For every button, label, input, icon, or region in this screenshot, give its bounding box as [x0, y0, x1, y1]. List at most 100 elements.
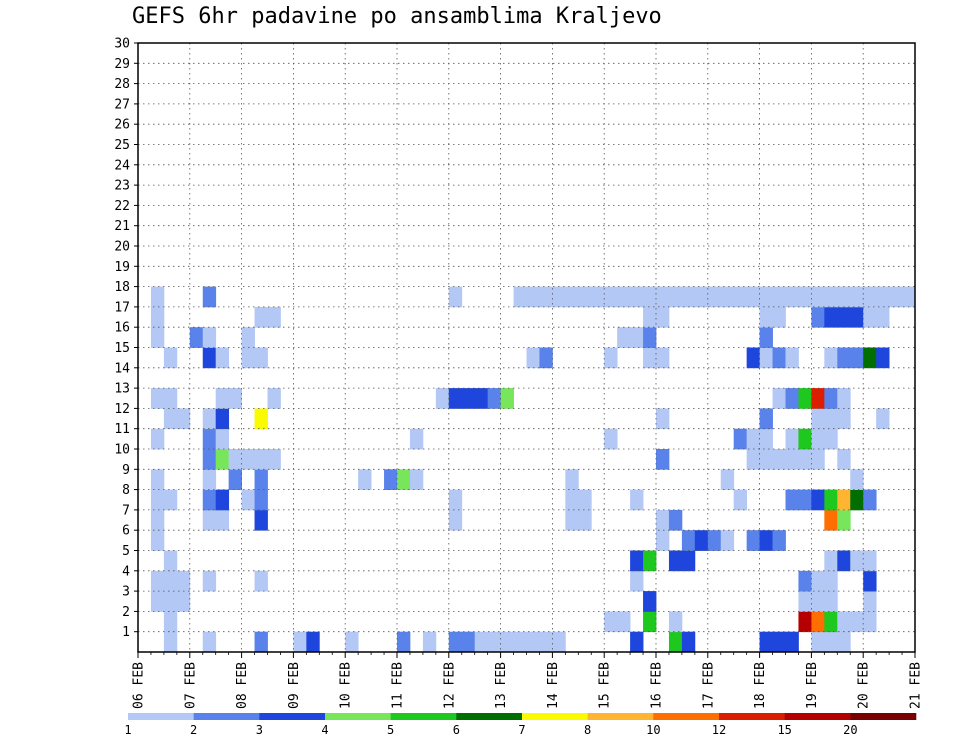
heatmap-cell — [837, 388, 851, 409]
heatmap-cell — [409, 469, 424, 490]
heatmap-cell — [720, 469, 735, 490]
heatmap-cell — [202, 570, 217, 592]
colorbar-label: 10 — [646, 723, 660, 737]
heatmap-cell — [150, 428, 165, 450]
y-tick-label: 2 — [122, 605, 130, 620]
heatmap-cell — [163, 408, 178, 430]
x-tick-label: 06 FEB — [132, 662, 147, 709]
heatmap-cell — [656, 347, 670, 369]
heatmap-cell — [202, 327, 217, 348]
heatmap-cell — [811, 286, 825, 308]
heatmap-cell — [772, 388, 786, 409]
heatmap-cell — [539, 631, 553, 653]
heatmap-cell — [487, 631, 501, 653]
y-tick-label: 6 — [122, 524, 130, 539]
heatmap-cell — [345, 631, 359, 653]
heatmap-cell — [565, 469, 579, 490]
heatmap-cell — [824, 489, 838, 511]
heatmap-cell — [863, 347, 877, 369]
colorbar-segment — [390, 713, 457, 720]
heatmap-cell — [850, 286, 864, 308]
heatmap-cell — [293, 631, 307, 653]
x-tick-label: 07 FEB — [183, 662, 198, 709]
y-tick-label: 9 — [122, 463, 130, 478]
heatmap-cell — [254, 469, 268, 490]
heatmap-cell — [591, 286, 605, 308]
heatmap-cell — [811, 631, 825, 653]
heatmap-cell — [500, 631, 514, 653]
heatmap-cell — [163, 570, 178, 592]
x-tick-label: 17 FEB — [701, 662, 716, 709]
heatmap-cell — [837, 509, 851, 531]
heatmap-cell — [746, 428, 760, 450]
heatmap-cell — [759, 408, 773, 430]
heatmap-cell — [863, 489, 877, 511]
colorbar-label: 15 — [777, 723, 791, 737]
heatmap-cell — [785, 489, 799, 511]
heatmap-cell — [267, 449, 281, 470]
heatmap-cell — [668, 286, 683, 308]
heatmap-cell — [850, 550, 864, 572]
heatmap-cell — [409, 428, 424, 450]
heatmap-cell — [876, 286, 890, 308]
heatmap-cell — [837, 449, 851, 470]
x-tick-label: 14 FEB — [546, 662, 561, 709]
y-tick-label: 7 — [122, 503, 130, 518]
heatmap-cell — [824, 388, 838, 409]
heatmap-cell — [824, 570, 838, 592]
heatmap-cell — [526, 286, 540, 308]
y-tick-label: 5 — [122, 544, 130, 559]
heatmap-cell — [241, 327, 255, 348]
heatmap-cell — [643, 306, 657, 328]
heatmap-cell — [876, 408, 890, 430]
y-tick-label: 27 — [114, 97, 130, 112]
y-tick-label: 17 — [114, 300, 130, 315]
heatmap-cell — [889, 286, 903, 308]
heatmap-cell — [707, 286, 722, 308]
heatmap-cell — [306, 631, 320, 653]
heatmap-cell — [746, 530, 760, 551]
heatmap-cell — [668, 509, 683, 531]
heatmap-cell — [824, 347, 838, 369]
colorbar-segment — [850, 713, 917, 720]
heatmap-cell — [526, 347, 540, 369]
heatmap-cell — [772, 347, 786, 369]
heatmap-cell — [772, 286, 786, 308]
heatmap-cell — [552, 286, 566, 308]
heatmap-cell — [837, 489, 851, 511]
heatmap-cell — [824, 611, 838, 633]
heatmap-cell — [681, 286, 696, 308]
heatmap-cell — [656, 408, 670, 430]
heatmap-cell — [746, 449, 760, 470]
y-tick-label: 13 — [114, 382, 130, 397]
x-tick-label: 19 FEB — [805, 662, 820, 709]
heatmap-cell — [150, 570, 165, 592]
heatmap-cell — [397, 469, 411, 490]
heatmap-cell — [746, 347, 760, 369]
colorbar-label: 12 — [712, 723, 726, 737]
heatmap-cell — [267, 388, 281, 409]
y-tick-label: 22 — [114, 199, 130, 214]
heatmap-cell — [254, 306, 268, 328]
heatmap-cell — [150, 469, 165, 490]
heatmap-cell — [850, 306, 864, 328]
heatmap-cell — [850, 489, 864, 511]
colorbar-segment — [325, 713, 391, 720]
y-tick-label: 4 — [122, 564, 130, 579]
y-tick-label: 14 — [114, 361, 130, 376]
heatmap-cell — [824, 306, 838, 328]
heatmap-cell — [785, 388, 799, 409]
heatmap-cell — [163, 591, 178, 612]
heatmap-cell — [578, 286, 592, 308]
heatmap-cell — [811, 388, 825, 409]
heatmap-cell — [565, 286, 579, 308]
heatmap-cell — [759, 286, 773, 308]
heatmap-cell — [202, 408, 217, 430]
heatmap-cell — [837, 306, 851, 328]
x-tick-label: 15 FEB — [598, 662, 613, 709]
heatmap-cell — [202, 347, 217, 369]
x-tick-label: 10 FEB — [339, 662, 354, 709]
y-tick-label: 1 — [122, 625, 130, 640]
heatmap-cell — [643, 611, 657, 633]
colorbar-segment — [128, 713, 194, 720]
